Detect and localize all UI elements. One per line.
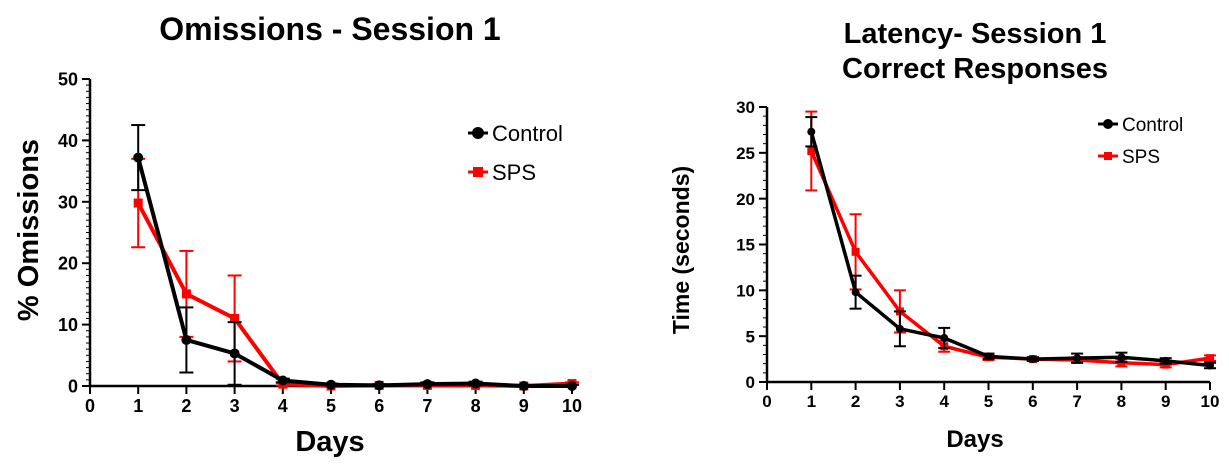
legend-label: SPS xyxy=(492,160,536,185)
x-tick-label: 2 xyxy=(181,396,191,416)
legend-marker xyxy=(472,127,484,139)
y-tick-label: 20 xyxy=(58,254,78,274)
legend-marker xyxy=(473,167,483,177)
legend-label: Control xyxy=(1122,115,1183,136)
y-axis-label: % Omissions xyxy=(13,139,45,321)
x-axis-label: Days xyxy=(946,426,1003,453)
x-tick-label: 10 xyxy=(1201,392,1220,411)
data-point xyxy=(940,334,949,342)
y-tick-label: 10 xyxy=(58,315,78,335)
legend-item-control: Control xyxy=(1098,115,1183,136)
data-point xyxy=(984,352,993,361)
y-tick-label: 30 xyxy=(58,192,78,212)
data-point xyxy=(133,198,143,208)
y-tick-label: 0 xyxy=(746,373,755,392)
x-tick-label: 3 xyxy=(230,396,240,416)
data-point xyxy=(1117,353,1126,362)
omissions-chart: Omissions - Session 1 % Omissions Days 0… xyxy=(13,11,582,458)
y-tick-label: 40 xyxy=(58,131,78,151)
series-sps xyxy=(131,157,579,391)
data-point xyxy=(1161,356,1170,365)
x-tick-label: 6 xyxy=(374,396,384,416)
x-tick-label: 9 xyxy=(519,396,529,416)
data-point xyxy=(374,380,385,391)
series-line xyxy=(809,150,1211,367)
y-tick-label: 0 xyxy=(68,376,78,396)
y-tick-label: 25 xyxy=(736,144,755,163)
y-tick-label: 50 xyxy=(58,69,78,89)
x-tick-label: 0 xyxy=(762,392,771,411)
x-tick-label: 0 xyxy=(85,396,95,416)
data-point xyxy=(895,324,904,333)
x-tick-label: 10 xyxy=(562,396,582,416)
x-tick-label: 1 xyxy=(133,396,143,416)
y-tick-label: 10 xyxy=(736,281,755,300)
x-tick-label: 5 xyxy=(326,396,336,416)
legend-marker xyxy=(1103,119,1113,129)
x-tick-label: 4 xyxy=(278,396,288,416)
data-point xyxy=(1073,354,1082,363)
data-point xyxy=(851,247,860,256)
series-line xyxy=(136,202,573,388)
data-point xyxy=(807,127,816,136)
legend-item-control: Control xyxy=(468,121,563,146)
x-tick-label: 9 xyxy=(1161,392,1170,411)
data-point xyxy=(326,379,336,390)
x-tick-label: 1 xyxy=(807,392,816,411)
x-tick-label: 6 xyxy=(1028,392,1037,411)
y-tick-label: 15 xyxy=(736,236,755,255)
series-control xyxy=(805,116,1216,370)
x-axis-label: Days xyxy=(295,426,364,458)
y-tick-label: 30 xyxy=(736,98,755,117)
data-point xyxy=(518,381,529,391)
data-point xyxy=(229,348,240,359)
data-point xyxy=(133,152,144,163)
chart-title: Latency- Session 1 xyxy=(844,18,1107,50)
latency-chart: Latency- Session 1 Correct Responses Tim… xyxy=(668,18,1219,453)
data-point xyxy=(851,288,860,297)
data-point xyxy=(567,381,577,391)
y-tick-label: 20 xyxy=(736,190,755,209)
x-tick-label: 3 xyxy=(895,392,904,411)
y-tick-label: 5 xyxy=(746,327,755,346)
data-point xyxy=(422,379,433,390)
x-tick-label: 2 xyxy=(851,392,860,411)
data-point xyxy=(181,289,191,299)
legend-marker xyxy=(1104,152,1112,160)
x-tick-label: 8 xyxy=(471,396,481,416)
legend-item-sps: SPS xyxy=(468,160,536,185)
series-control xyxy=(131,124,579,391)
y-axis-label: Time (seconds) xyxy=(668,166,694,334)
x-tick-label: 8 xyxy=(1117,392,1126,411)
chart-subtitle: Correct Responses xyxy=(842,53,1108,85)
legend-item-sps: SPS xyxy=(1098,147,1160,168)
data-point xyxy=(277,375,288,386)
x-tick-label: 7 xyxy=(422,396,432,416)
data-point xyxy=(470,378,481,389)
x-tick-label: 7 xyxy=(1072,392,1081,411)
x-tick-label: 5 xyxy=(984,392,993,411)
series-line xyxy=(809,131,1211,368)
legend-label: SPS xyxy=(1122,147,1160,168)
data-point xyxy=(181,334,192,345)
data-point xyxy=(807,147,816,155)
data-point xyxy=(230,313,240,323)
legend-label: Control xyxy=(492,121,563,146)
series-line xyxy=(136,157,572,388)
chart-title: Omissions - Session 1 xyxy=(159,11,500,47)
data-point xyxy=(1206,354,1214,363)
data-point xyxy=(1206,361,1214,370)
x-tick-label: 4 xyxy=(939,392,949,411)
data-point xyxy=(1028,355,1037,364)
